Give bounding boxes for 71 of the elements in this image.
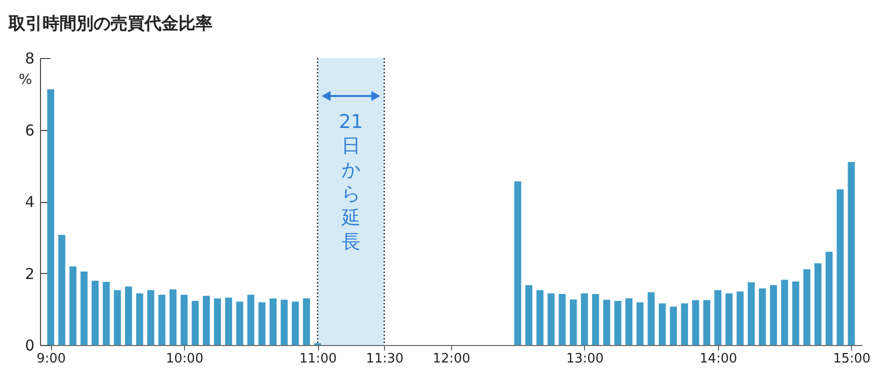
x-tick-label: 11:30: [366, 352, 404, 366]
bar: [247, 294, 254, 345]
bar: [580, 293, 588, 345]
y-axis-title: %: [18, 72, 32, 88]
bar: [136, 293, 144, 345]
chart-title: 取引時間別の売買代金比率: [8, 14, 213, 34]
bar: [781, 280, 788, 345]
bar: [636, 302, 644, 345]
bar: [758, 288, 766, 345]
x-tick-label: 10:00: [166, 352, 204, 366]
x-tick-label: 12:00: [432, 352, 470, 366]
bar: [714, 290, 722, 345]
bar: [792, 282, 800, 345]
y-tick-label: 2: [24, 264, 34, 283]
bar: [614, 300, 622, 345]
bar: [69, 266, 76, 345]
bar: [625, 298, 632, 345]
bar: [180, 294, 188, 345]
bar: [225, 298, 232, 345]
bar: [102, 282, 110, 345]
bar: [548, 293, 555, 345]
bar: [192, 300, 199, 345]
bar: [258, 302, 266, 345]
bar: [814, 263, 822, 345]
bar: [80, 271, 88, 345]
y-tick-label: 8: [24, 50, 34, 68]
bar: [536, 290, 544, 345]
bar: [736, 292, 744, 345]
bar: [302, 298, 310, 345]
bar: [58, 234, 66, 345]
bar: [125, 286, 132, 345]
x-tick-label: 13:00: [566, 352, 604, 366]
bar: [214, 298, 221, 345]
bar: [170, 289, 176, 345]
bar: [703, 300, 710, 345]
bar: [681, 303, 688, 345]
x-tick-label: 11:00: [299, 352, 337, 366]
bar: [280, 300, 288, 345]
x-tick-label: 15:00: [833, 352, 871, 366]
bar: [648, 292, 655, 345]
bar: [558, 294, 566, 345]
bar: [592, 294, 600, 345]
bar: [570, 299, 577, 345]
bar: [47, 89, 54, 345]
bar: [158, 294, 166, 345]
bar: [525, 285, 532, 345]
bar: [658, 303, 666, 345]
bar: [836, 189, 844, 345]
bar: [726, 293, 732, 345]
bar: [670, 306, 677, 345]
bar: [270, 298, 277, 345]
bar: [92, 280, 99, 345]
bar: [147, 290, 154, 345]
bar: [202, 296, 210, 345]
y-tick-label: 0: [24, 336, 34, 354]
bar: [236, 302, 244, 345]
bar: [114, 290, 121, 345]
bar: [770, 285, 777, 345]
bar: [692, 300, 700, 345]
bar: [292, 302, 299, 345]
band-label: 21日から延長: [338, 111, 364, 253]
bar: [748, 282, 755, 345]
bar: [848, 162, 855, 345]
x-tick-label: 9:00: [36, 352, 66, 366]
bar: [514, 181, 522, 345]
y-tick-label: 6: [24, 121, 34, 140]
bar: [803, 269, 810, 345]
x-tick-label: 14:00: [700, 352, 738, 366]
y-tick-label: 4: [24, 193, 34, 211]
bar: [603, 300, 610, 345]
bar: [826, 252, 833, 345]
